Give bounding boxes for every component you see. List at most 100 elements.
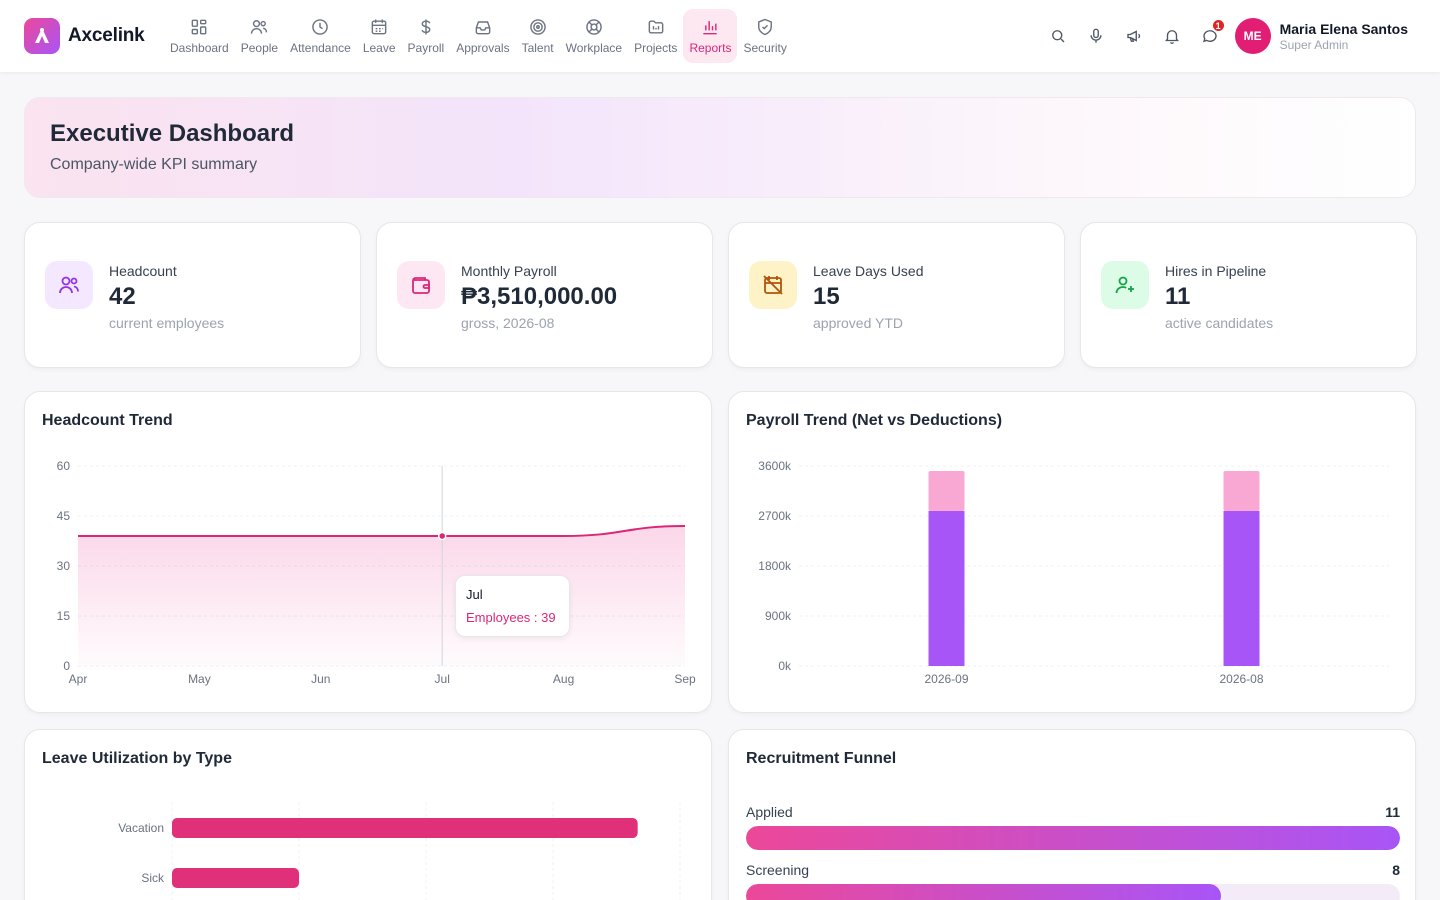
- funnel-bar: [746, 884, 1222, 900]
- funnel-stage-value: 11: [1385, 804, 1400, 820]
- x-tick-label: Aug: [553, 672, 574, 686]
- kpi-value: ₱3,510,000.00: [461, 283, 618, 310]
- x-tick-label: Sep: [674, 672, 696, 686]
- notifications-button[interactable]: [1153, 17, 1191, 55]
- funnel-stage-applied: Applied 11: [746, 804, 1400, 850]
- nav-talent[interactable]: Talent: [516, 9, 560, 63]
- payroll-trend-panel: Payroll Trend (Net vs Deductions) 0k 900k…: [728, 391, 1416, 713]
- user-menu[interactable]: ME Maria Elena Santos Super Admin: [1234, 18, 1408, 54]
- bar-segment: [928, 511, 965, 666]
- nav-label: Workplace: [565, 41, 623, 55]
- nav-projects[interactable]: Projects: [628, 9, 683, 63]
- headcount-trend-panel: Headcount Trend 0 15 30 45 60 Apr May Jun Jul Aug…: [24, 391, 712, 713]
- panel-title: Headcount Trend: [42, 412, 173, 429]
- kpi-subtext: gross, 2026-08: [461, 315, 555, 331]
- wallet-icon: [397, 261, 445, 309]
- y-tick-label: Sick: [141, 871, 165, 885]
- nav-people[interactable]: People: [235, 9, 284, 63]
- clock-icon: [312, 19, 329, 35]
- bar-segment: [928, 471, 965, 511]
- kpi-label: Monthly Payroll: [461, 263, 557, 279]
- nav-label: Attendance: [290, 41, 351, 55]
- users-icon: [45, 261, 93, 309]
- x-tick-label: May: [188, 672, 211, 686]
- chat-bubble-icon: [1202, 30, 1217, 43]
- nav-leave[interactable]: Leave: [357, 9, 402, 63]
- kpi-card-hires: Hires in Pipeline 11 active candidates: [1080, 222, 1417, 368]
- brand-logo-icon: [24, 18, 60, 54]
- leave-chart[interactable]: Vacation Sick: [25, 730, 713, 900]
- user-name: Maria Elena Santos: [1279, 20, 1408, 37]
- bar-segment: [1223, 471, 1260, 511]
- nav-label: Reports: [689, 41, 732, 55]
- people-icon: [251, 20, 268, 34]
- kpi-value: 42: [109, 283, 136, 310]
- y-tick-label: 1800k: [758, 559, 792, 573]
- tooltip-label: Jul: [466, 587, 483, 602]
- panel-title: Payroll Trend (Net vs Deductions): [746, 412, 1003, 429]
- funnel-stage-value: 8: [1392, 862, 1400, 878]
- microphone-icon: [1090, 28, 1102, 43]
- headcount-chart[interactable]: 0 15 30 45 60 Apr May Jun Jul Aug Sep: [25, 392, 713, 714]
- brand[interactable]: Axcelink: [24, 18, 145, 54]
- panel-title: Recruitment Funnel: [746, 750, 897, 767]
- calendar-off-icon: [749, 261, 797, 309]
- funnel-stage-label: Screening: [746, 862, 810, 878]
- y-tick-label: 2700k: [758, 509, 792, 523]
- nav-label: Payroll: [407, 41, 445, 55]
- user-role: Super Admin: [1279, 37, 1349, 52]
- kpi-value: 11: [1165, 283, 1191, 310]
- kpi-value: 15: [813, 283, 840, 310]
- kpi-label: Headcount: [109, 263, 177, 279]
- nav-label: Talent: [521, 41, 554, 55]
- inbox-icon: [475, 21, 491, 35]
- nav-reports[interactable]: Reports: [683, 9, 738, 63]
- y-tick-label: 0: [63, 659, 70, 673]
- payroll-chart[interactable]: 0k 900k 1800k 2700k 3600k 2026-09 2026-08: [729, 392, 1417, 714]
- bar: [172, 818, 638, 838]
- y-tick-label: 60: [57, 459, 71, 473]
- folder-icon: [648, 20, 664, 34]
- search-button[interactable]: [1039, 17, 1077, 55]
- voice-button[interactable]: [1077, 17, 1115, 55]
- tooltip-value: Employees : 39: [466, 610, 556, 625]
- brand-name: Axcelink: [68, 25, 145, 46]
- y-tick-label: Vacation: [118, 821, 164, 835]
- nav-approvals[interactable]: Approvals: [450, 9, 515, 63]
- top-navbar: Axcelink Dashboard People Attendance Lea…: [0, 0, 1440, 72]
- main-nav: Dashboard People Attendance Leave Payrol…: [164, 9, 793, 63]
- dashboard-icon: [191, 19, 207, 35]
- panel-title: Leave Utilization by Type: [42, 750, 232, 767]
- notification-badge: 1: [1210, 18, 1226, 33]
- y-tick-label: 45: [57, 509, 71, 523]
- leave-utilization-panel: Leave Utilization by Type Vacation Sick: [24, 729, 712, 900]
- messages-button[interactable]: 1: [1191, 17, 1229, 55]
- nav-label: People: [240, 41, 279, 55]
- funnel-stage-screening: Screening 8: [746, 862, 1400, 900]
- lifebuoy-icon: [586, 19, 602, 35]
- nav-workplace[interactable]: Workplace: [560, 9, 628, 63]
- nav-attendance[interactable]: Attendance: [284, 9, 357, 63]
- funnel-stage-label: Applied: [746, 804, 793, 820]
- y-tick-label: 30: [57, 559, 71, 573]
- calendar-icon: [371, 19, 387, 35]
- chart-tooltip: Jul Employees : 39: [455, 575, 570, 637]
- y-tick-label: 900k: [765, 609, 792, 623]
- nav-dashboard[interactable]: Dashboard: [164, 9, 235, 63]
- recruitment-funnel-panel: Recruitment Funnel Applied 11 Screening …: [728, 729, 1416, 900]
- nav-payroll[interactable]: Payroll: [402, 9, 451, 63]
- announcements-button[interactable]: [1115, 17, 1153, 55]
- kpi-card-headcount: Headcount 42 current employees: [24, 222, 361, 368]
- y-tick-label: 3600k: [758, 459, 792, 473]
- search-icon: [1051, 30, 1065, 43]
- page-title: Executive Dashboard: [50, 120, 295, 147]
- nav-security[interactable]: Security: [737, 9, 792, 63]
- data-point-active: [437, 531, 447, 541]
- user-plus-icon: [1101, 261, 1149, 309]
- kpi-card-payroll: Monthly Payroll ₱3,510,000.00 gross, 202…: [376, 222, 713, 368]
- series-line-employees: [78, 525, 686, 537]
- dollar-icon: [421, 19, 431, 35]
- top-actions: 1 ME Maria Elena Santos Super Admin: [1039, 17, 1408, 55]
- funnel-track: [746, 884, 1400, 900]
- nav-label: Approvals: [456, 41, 510, 55]
